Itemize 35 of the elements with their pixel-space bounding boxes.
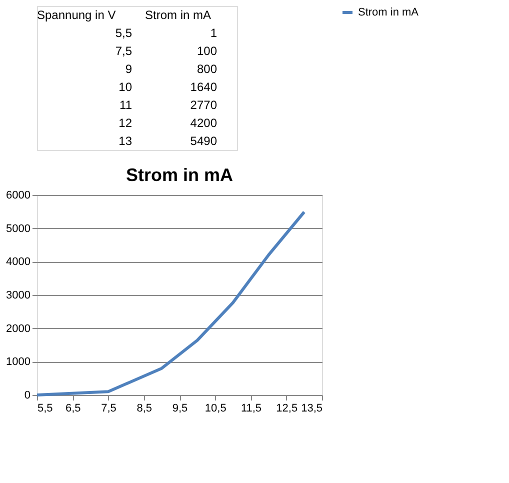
text: 10 (118, 80, 132, 94)
text: 7,5 (115, 44, 132, 58)
y-tick-label: 1000 (6, 356, 30, 368)
x-tick-label: 5,5 (38, 402, 53, 414)
y-tick-label: 6000 (6, 190, 30, 202)
text: 9 (125, 62, 132, 76)
x-tick-label: 12,5 (276, 402, 298, 414)
text: 5,5 (115, 26, 132, 40)
text: 5490 (190, 134, 218, 148)
y-tick-label: 2000 (6, 322, 30, 335)
x-tick-label: 13,5 (301, 402, 322, 414)
x-tick-label: 11,5 (240, 402, 262, 414)
text: 4200 (190, 116, 218, 130)
text: 2770 (190, 98, 218, 112)
text: 12 (118, 116, 132, 130)
text: 1640 (190, 80, 218, 94)
x-tick-label: 10,5 (204, 402, 226, 414)
text: Spannung in V (37, 8, 116, 22)
text: 100 (196, 44, 218, 58)
text: 1 (210, 26, 218, 40)
line-series (36, 210, 306, 396)
text: Strom in mA (145, 8, 212, 22)
y-tick-label: 5000 (6, 222, 30, 235)
y-tick-label: 4000 (6, 256, 30, 268)
x-tick-label: 8,5 (136, 402, 152, 414)
y-tick-label: 0 (24, 390, 30, 402)
chart-title: Strom in mA (126, 165, 234, 185)
x-tick-label: 9,5 (172, 402, 188, 414)
legend-label: Strom in mA (358, 6, 420, 18)
text: 11 (120, 98, 132, 112)
text: 800 (196, 62, 218, 76)
x-tick-label: 7,5 (101, 402, 116, 414)
x-tick-label: 6,5 (65, 402, 81, 414)
text: 13 (118, 134, 132, 148)
y-tick-label: 3000 (6, 290, 30, 302)
